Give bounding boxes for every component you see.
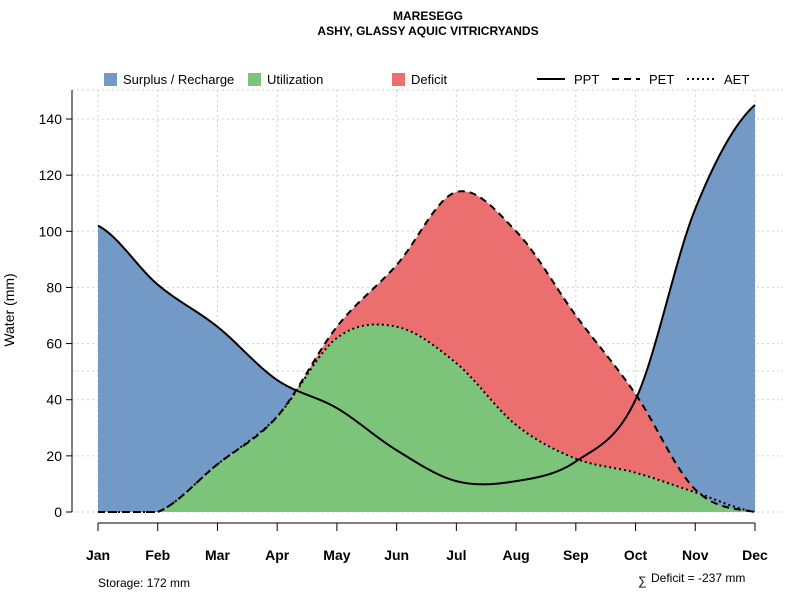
- chart-subtitle: ASHY, GLASSY AQUIC VITRICRYANDS: [317, 24, 538, 38]
- area-utilization: [98, 324, 755, 512]
- legend-swatch-surplus: [104, 73, 117, 86]
- storage-text: Storage: 172 mm: [98, 576, 190, 590]
- y-tick-label: 120: [39, 167, 63, 183]
- y-axis-label: Water (mm): [1, 273, 17, 346]
- legend-label-utilization: Utilization: [267, 72, 323, 87]
- deficit-total-text: Deficit = -237 mm: [651, 571, 745, 585]
- x-tick-label: May: [323, 547, 350, 563]
- axes: 0 20 40 60 80 100 120 140 Jan Feb Mar Apr May Jun Jul A…: [39, 90, 768, 563]
- series-line-ppt: [97, 104, 756, 486]
- y-tick-label: 40: [46, 392, 62, 408]
- x-tick-label: Mar: [205, 547, 230, 563]
- x-tick-label: Aug: [502, 547, 529, 563]
- sum-symbol: ∑: [638, 574, 647, 588]
- y-tick-label: 20: [46, 448, 62, 464]
- x-tick-label: Sep: [563, 547, 589, 563]
- x-tick-label: Nov: [682, 547, 709, 563]
- series-line-pet: [98, 190, 756, 513]
- x-tick-label: Dec: [742, 547, 768, 563]
- y-tick-label: 0: [54, 504, 62, 520]
- x-tick-label: Oct: [624, 547, 648, 563]
- legend-swatch-deficit: [392, 73, 405, 86]
- series-lines: [97, 104, 756, 513]
- x-tick-label: Jan: [86, 547, 110, 563]
- area-surplus: [98, 104, 755, 513]
- legend-label-pet: PET: [649, 72, 674, 87]
- legend-label-deficit: Deficit: [411, 72, 448, 87]
- y-tick-label: 80: [46, 279, 62, 295]
- x-tick-label: Jul: [446, 547, 466, 563]
- x-tick-label: Jun: [384, 547, 409, 563]
- legend-swatch-utilization: [248, 73, 261, 86]
- areas: [98, 104, 755, 513]
- chart-title: MARESEGG: [393, 9, 463, 23]
- area-deficit: [98, 191, 755, 512]
- legend-label-ppt: PPT: [574, 72, 599, 87]
- x-tick-label: Apr: [265, 547, 290, 563]
- legend-label-surplus: Surplus / Recharge: [123, 72, 234, 87]
- x-tick-label: Feb: [145, 547, 170, 563]
- y-tick-label: 60: [46, 336, 62, 352]
- legend: Surplus / Recharge Utilization Deficit P…: [104, 72, 749, 87]
- legend-label-aet: AET: [724, 72, 749, 87]
- y-tick-label: 100: [39, 223, 63, 239]
- y-tick-label: 140: [39, 111, 63, 127]
